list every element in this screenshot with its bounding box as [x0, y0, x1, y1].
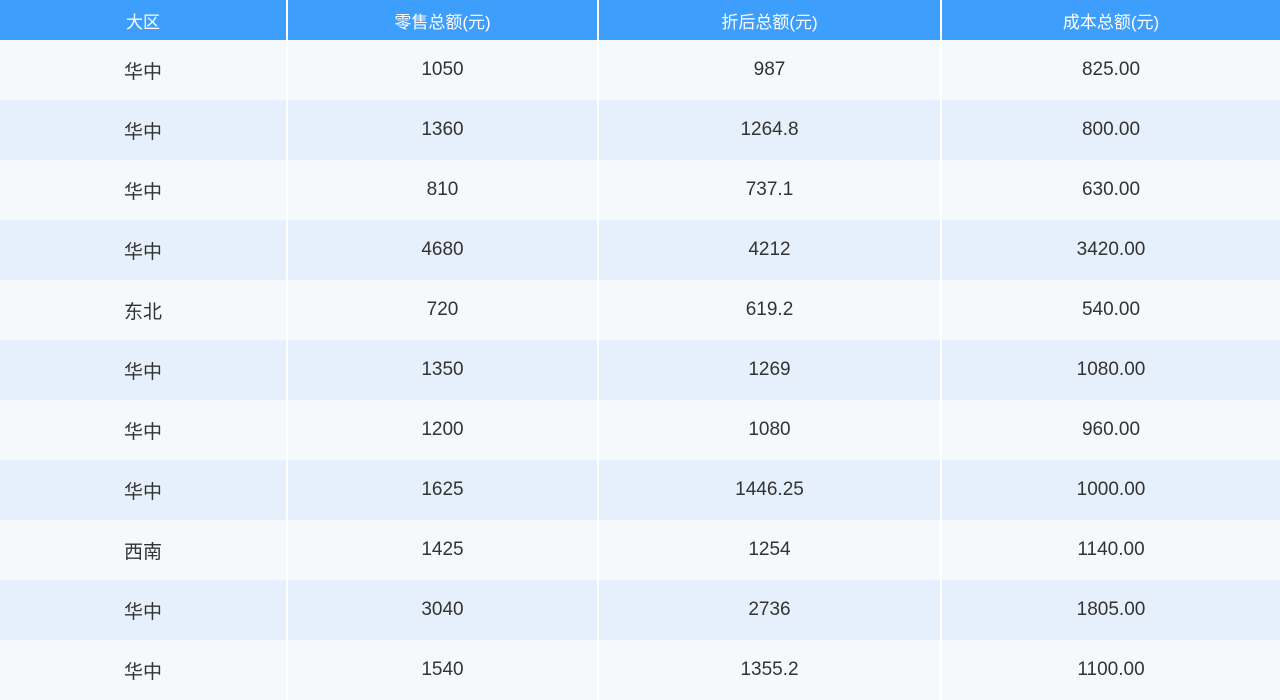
cell-discount_total: 1080 — [598, 400, 942, 460]
cell-cost_total: 540.00 — [1081, 299, 1141, 320]
cell-cost_total: 1080.00 — [1076, 359, 1146, 380]
cell-retail_total: 1425 — [287, 520, 599, 580]
cell-region: 华中 — [0, 340, 288, 400]
cell-cost_total: 800.00 — [1081, 119, 1141, 140]
cell-region: 华中 — [0, 40, 288, 100]
table-row: 华中 1360 1264.8 800.00 — [0, 100, 1280, 160]
cell-discount_total: 987 — [598, 40, 942, 100]
cell-cost_total: 630.00 — [1081, 179, 1141, 200]
column-header-region: 大区 — [0, 0, 288, 40]
table-row: 华中 1050 987 825.00 — [0, 40, 1280, 100]
table-header-row: 大区 零售总额(元) 折后总额(元) 成本总额(元) — [0, 0, 1280, 40]
cell-cost_total: 3420.00 — [1076, 239, 1146, 260]
cell-region: 华中 — [0, 160, 288, 220]
table-row: 华中 1540 1355.2 1100.00 — [0, 640, 1280, 700]
cell-cost_total: 1000.00 — [1076, 479, 1146, 500]
column-header-cost_total: 成本总额(元) — [941, 0, 1280, 40]
column-header-discount_total: 折后总额(元) — [598, 0, 942, 40]
cell-discount_total: 1355.2 — [598, 640, 942, 700]
cell-cost_total: 1100.00 — [1077, 659, 1145, 680]
cell-cost_total: 960.00 — [1081, 419, 1141, 440]
table-row: 华中 1200 1080 960.00 — [0, 400, 1280, 460]
cell-retail_total: 4680 — [287, 220, 599, 280]
column-header-retail_total: 零售总额(元) — [287, 0, 599, 40]
table-row: 西南 1425 1254 1140.00 — [0, 520, 1280, 580]
cell-region: 华中 — [0, 460, 288, 520]
table-row: 华中 1350 1269 1080.00 — [0, 340, 1280, 400]
cell-retail_total: 1350 — [287, 340, 599, 400]
cell-region: 华中 — [0, 400, 288, 460]
cell-discount_total: 1446.25 — [598, 460, 942, 520]
cell-discount_total: 2736 — [598, 580, 942, 640]
table-row: 华中 1625 1446.25 1000.00 — [0, 460, 1280, 520]
cell-discount_total: 619.2 — [598, 280, 942, 340]
cell-region: 华中 — [0, 580, 288, 640]
cell-retail_total: 720 — [287, 280, 599, 340]
table-row: 东北 720 619.2 540.00 — [0, 280, 1280, 340]
cell-retail_total: 3040 — [287, 580, 599, 640]
cell-cost_total: 1140.00 — [1077, 539, 1145, 560]
cell-retail_total: 1050 — [287, 40, 599, 100]
cell-retail_total: 1200 — [287, 400, 599, 460]
cell-region: 东北 — [0, 280, 288, 340]
cell-retail_total: 1625 — [287, 460, 599, 520]
cell-region: 华中 — [0, 220, 288, 280]
cell-retail_total: 1360 — [287, 100, 599, 160]
cell-region: 西南 — [0, 520, 288, 580]
cell-discount_total: 1269 — [598, 340, 942, 400]
cell-cost_total: 1805.00 — [1076, 599, 1146, 620]
cell-retail_total: 810 — [287, 160, 599, 220]
cell-discount_total: 737.1 — [598, 160, 942, 220]
cell-region: 华中 — [0, 640, 288, 700]
table-row: 华中 810 737.1 630.00 — [0, 160, 1280, 220]
table-row: 华中 3040 2736 1805.00 — [0, 580, 1280, 640]
cell-region: 华中 — [0, 100, 288, 160]
cell-discount_total: 1254 — [598, 520, 942, 580]
cell-discount_total: 4212 — [598, 220, 942, 280]
cell-retail_total: 1540 — [287, 640, 599, 700]
table-row: 华中 4680 4212 3420.00 — [0, 220, 1280, 280]
cell-cost_total: 825.00 — [1081, 59, 1141, 80]
table-body: 华中 1050 987 825.00 华中 1360 1264.8 800.00 华中 810 73… — [0, 40, 1280, 700]
table-header: 大区 零售总额(元) 折后总额(元) 成本总额(元) — [0, 0, 1280, 40]
cell-discount_total: 1264.8 — [598, 100, 942, 160]
